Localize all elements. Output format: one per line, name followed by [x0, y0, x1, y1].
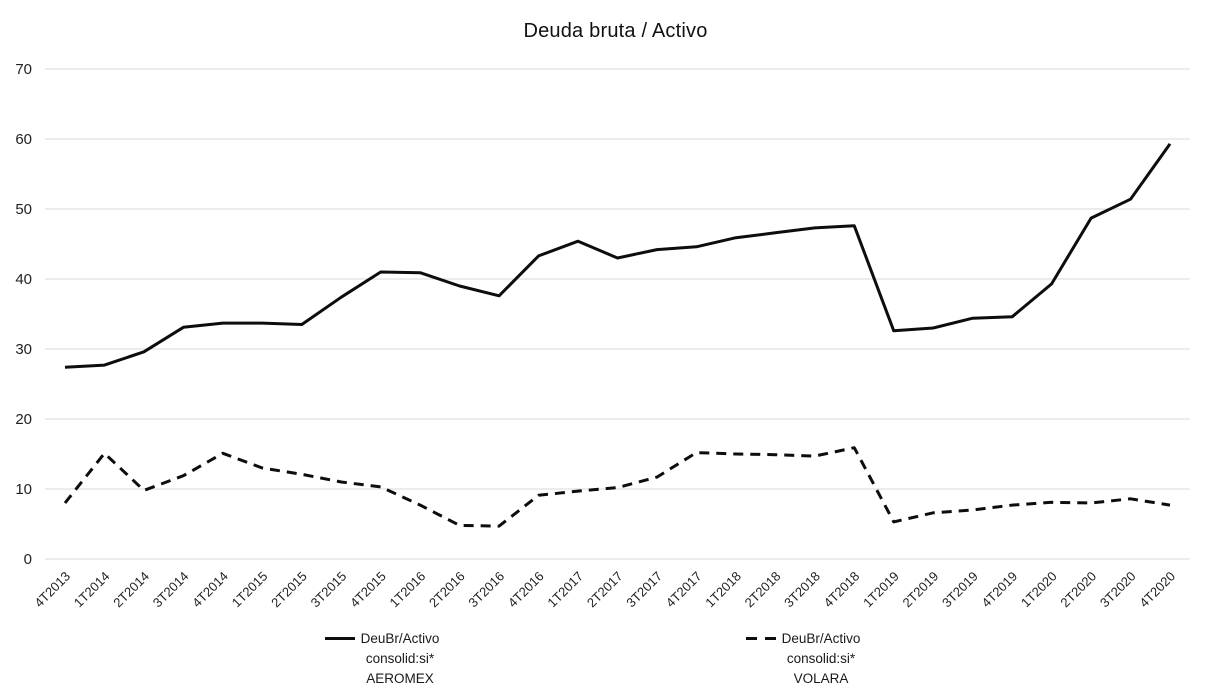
x-axis-tick-label: 2T2014	[110, 569, 152, 611]
chart-title: Deuda bruta / Activo	[523, 20, 708, 42]
x-axis-tick-label: 3T2020	[1097, 569, 1139, 611]
y-axis-tick-label: 10	[15, 481, 32, 498]
x-axis-tick-label: 2T2017	[584, 569, 626, 611]
x-axis-tick-label: 2T2015	[268, 569, 310, 611]
y-axis-tick-label: 20	[15, 411, 32, 428]
x-axis-tick-label: 4T2018	[821, 569, 863, 611]
legend-label-line1: DeuBr/Activo	[360, 631, 440, 646]
y-axis-tick-label: 50	[15, 201, 32, 218]
legend-label-line2: consolid:si*	[786, 651, 856, 666]
x-axis-tick-label: 3T2016	[465, 569, 507, 611]
x-axis-tick-label: 4T2014	[189, 569, 231, 611]
y-axis-tick-label: 40	[15, 271, 32, 288]
x-axis-tick-label: 1T2018	[702, 569, 744, 611]
x-axis-tick-label: 4T2017	[663, 569, 705, 611]
x-axis-tick-label: 4T2016	[505, 569, 547, 611]
x-axis-tick-label: 3T2015	[308, 569, 350, 611]
series-line-aeromex	[64, 143, 1172, 369]
x-axis-tick-label: 4T2019	[978, 569, 1020, 611]
solid-line-legend-marker	[325, 637, 355, 640]
legend-label-line3: AEROMEX	[366, 671, 434, 686]
dashed-line-legend-marker	[746, 637, 776, 640]
x-axis-tick-label: 4T2020	[1136, 569, 1178, 611]
x-axis-tick-label: 3T2014	[150, 569, 192, 611]
x-axis-tick-label: 1T2014	[71, 569, 113, 611]
x-axis-tick-label: 1T2019	[860, 569, 902, 611]
y-axis-tick-label: 70	[15, 61, 32, 78]
x-axis-tick-label: 4T2013	[31, 569, 73, 611]
x-axis-tick-label: 2T2018	[742, 569, 784, 611]
x-axis-tick-label: 1T2017	[544, 569, 586, 611]
x-axis-tick-label: 1T2016	[387, 569, 429, 611]
legend-label-line3: VOLARA	[793, 671, 849, 686]
y-axis-tick-label: 0	[24, 551, 32, 568]
legend-entry-volara: DeuBr/Activo consolid:si* VOLARA	[746, 629, 869, 689]
x-axis-tick-label: 1T2020	[1018, 569, 1060, 611]
y-axis-tick-label: 60	[15, 131, 32, 148]
x-axis-tick-label: 3T2018	[781, 569, 823, 611]
legend-label-line2: consolid:si*	[365, 651, 435, 666]
x-axis-tick-label: 3T2017	[623, 569, 665, 611]
x-axis-tick-label: 2T2019	[900, 569, 942, 611]
x-axis-tick-label: 4T2015	[347, 569, 389, 611]
legend-label-line1: DeuBr/Activo	[781, 631, 861, 646]
x-axis-tick-label: 3T2019	[939, 569, 981, 611]
x-axis-tick-label: 1T2015	[229, 569, 271, 611]
series-line-volara	[63, 446, 1171, 528]
y-axis-tick-label: 30	[15, 341, 32, 358]
x-axis-tick-label: 2T2020	[1057, 569, 1099, 611]
legend-entry-aeromex: DeuBr/Activo consolid:si* AEROMEX	[325, 629, 448, 689]
x-axis-tick-label: 2T2016	[426, 569, 468, 611]
